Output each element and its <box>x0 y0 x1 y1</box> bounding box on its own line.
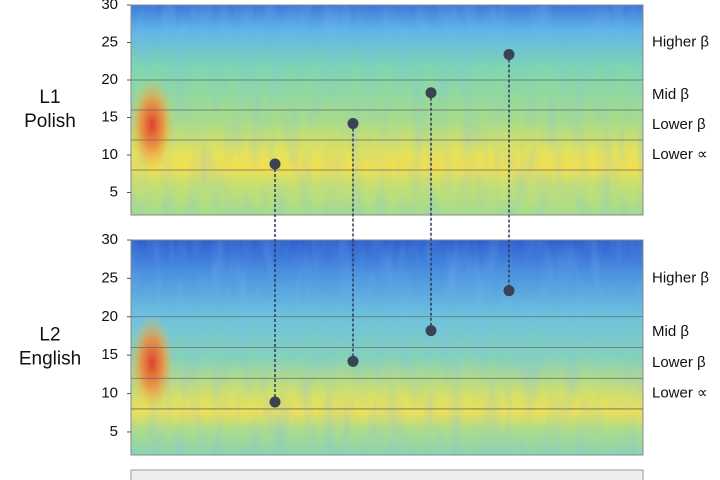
y-tick-label: 20 <box>101 71 118 88</box>
band-label: Lower β <box>652 354 706 371</box>
peak-point <box>347 118 359 129</box>
band-label: Mid β <box>652 86 689 103</box>
y-tick-label: 20 <box>101 308 118 325</box>
panel-label: L1 <box>39 87 60 108</box>
band-label: Mid β <box>652 323 689 340</box>
next-panel <box>130 469 644 480</box>
y-tick-label: 10 <box>101 385 118 402</box>
band-label: Lower ∝ <box>652 146 708 163</box>
peak-point <box>347 355 359 367</box>
peak-point <box>425 87 437 99</box>
band-label: Higher β <box>652 33 709 50</box>
peak-point <box>503 49 515 60</box>
y-tick-label: 25 <box>101 33 118 50</box>
onset-response <box>130 315 174 411</box>
panel-label: Polish <box>24 111 76 132</box>
y-tick-label: 15 <box>101 108 118 125</box>
peak-point <box>503 285 515 297</box>
band-label: Lower ∝ <box>652 385 708 402</box>
y-tick-label: 10 <box>101 146 118 163</box>
band-label: Lower β <box>652 116 706 133</box>
onset-response <box>130 78 174 172</box>
band-label: Higher β <box>652 269 709 286</box>
y-tick-label: 5 <box>110 183 118 200</box>
peak-point <box>269 396 281 408</box>
y-tick-label: 25 <box>101 269 118 286</box>
y-tick-label: 15 <box>101 346 118 363</box>
y-tick-label: 5 <box>110 423 118 440</box>
panel-label: L2 <box>39 325 60 346</box>
y-tick-label: 30 <box>101 0 118 13</box>
peak-point <box>425 325 437 337</box>
panel-label: English <box>19 349 81 370</box>
peak-point <box>269 158 281 170</box>
y-tick-label: 30 <box>101 231 118 248</box>
